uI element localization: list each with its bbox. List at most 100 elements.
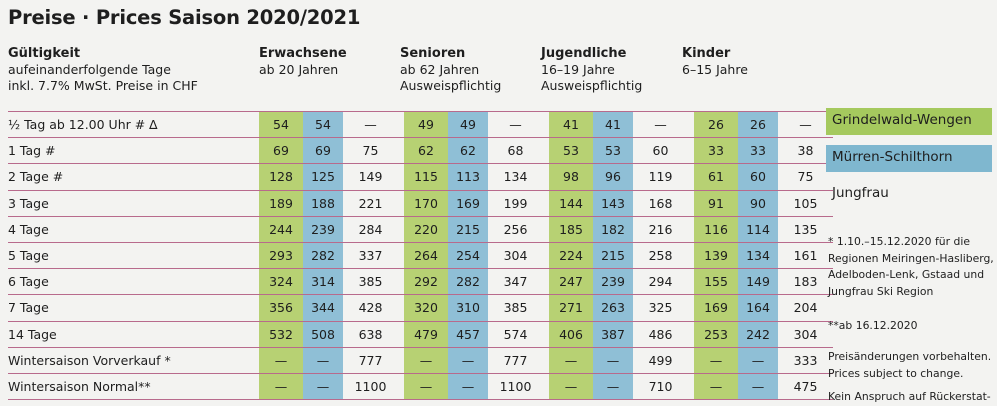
note-price-changes: Preisänderungen vorbehalten. Prices subj… [828,350,992,380]
price-table-body: ½ Tag ab 12.00 Uhr # ∆ 54 54—49 49—41 41—26 2… [8,110,833,401]
header-seniors-line1: ab 62 Jahren [400,62,480,77]
price-cell: 68 [488,137,543,165]
column-gap [398,190,404,217]
price-cell: 292 [404,268,448,296]
column-gap [543,294,549,322]
price-cell: 75 [778,163,833,191]
price-cell: 254 [448,242,488,270]
column-gap [688,294,694,322]
row-label: Wintersaison Vorverkauf * [8,347,259,374]
column-gap [398,163,404,191]
price-cell: — [593,373,633,401]
price-cell: 638 [343,321,398,348]
header-seniors-title: Senioren [400,46,466,61]
price-cell: — [448,347,488,374]
price-cell: 310 [448,294,488,322]
price-cell: 134 [488,163,543,191]
price-cell: 508 [303,321,343,348]
column-gap [398,321,404,348]
price-cell: 33 [738,137,778,165]
note-no-refund: Kein Anspruch auf Rückerstat- [828,390,991,403]
price-cell: 125 [303,163,343,191]
price-cell: 168 [633,190,688,217]
price-cell: — [549,347,593,374]
price-cell: 258 [633,242,688,270]
row-label: 5 Tage [8,242,259,270]
header-adults-line1: ab 20 Jahren [259,62,339,77]
price-cell: — [694,373,738,401]
price-cell: 387 [593,321,633,348]
price-table: ½ Tag ab 12.00 Uhr # ∆ 54 54—49 49—41 41—26 2… [8,110,833,401]
price-cell: 41 [549,110,593,139]
price-cell: 54 [303,110,343,139]
price-cell: 149 [343,163,398,191]
price-cell: 114 [738,216,778,243]
price-cell: 244 [259,216,303,243]
price-cell: 96 [593,163,633,191]
price-cell: 128 [259,163,303,191]
price-cell: 215 [593,242,633,270]
table-row: 6 Tage 324 314 385 292 282 347 247 239 294 155 149 1… [8,268,833,296]
header-seniors-line2: Ausweispflichtig [400,78,502,93]
header-children-title: Kinder [682,46,731,61]
price-cell: 183 [778,268,833,296]
table-row: 2 Tage #128 125 149 115 113 134 98 96 119 61 60 75 [8,163,833,191]
price-cell: 169 [448,190,488,217]
price-cell: 479 [404,321,448,348]
price-cell: 475 [778,373,833,401]
price-cell: 60 [633,137,688,165]
column-gap [543,242,549,270]
column-gap [398,294,404,322]
price-cell: 116 [694,216,738,243]
column-gap [543,347,549,374]
row-label: 1 Tag # [8,137,259,165]
price-cell: — [593,347,633,374]
price-cell: 161 [778,242,833,270]
column-gap [688,268,694,296]
header-validity-line1: aufeinanderfolgende Tage [8,62,171,77]
row-label: 4 Tage [8,216,259,243]
price-cell: 428 [343,294,398,322]
column-gap [543,163,549,191]
column-gap [398,110,404,139]
column-gap [688,242,694,270]
price-cell: 486 [633,321,688,348]
price-cell: 185 [549,216,593,243]
price-cell: 282 [303,242,343,270]
price-cell: 119 [633,163,688,191]
column-gap [543,190,549,217]
price-cell: 337 [343,242,398,270]
price-cell: 385 [343,268,398,296]
price-cell: 264 [404,242,448,270]
table-row: 14 Tage 532 508 638 479 457 574 406 387 486 253 242… [8,321,833,348]
legend-muerren-schilthorn: Mürren-Schilthorn [826,145,992,172]
price-cell: — [404,347,448,374]
price-cell: 457 [448,321,488,348]
header-youth: Jugendliche 16–19 Jahre Ausweispflichtig [541,45,642,94]
price-cell: 304 [488,242,543,270]
price-cell: 532 [259,321,303,348]
price-cell: 69 [303,137,343,165]
price-cell: 347 [488,268,543,296]
price-cell: 242 [738,321,778,348]
header-youth-line1: 16–19 Jahre [541,62,615,77]
price-cell: 164 [738,294,778,322]
column-gap [543,216,549,243]
price-cell: 320 [404,294,448,322]
price-cell: 406 [549,321,593,348]
price-cell: 385 [488,294,543,322]
price-cell: 91 [694,190,738,217]
price-cell: 139 [694,242,738,270]
price-cell: 325 [633,294,688,322]
price-cell: 293 [259,242,303,270]
row-label: 3 Tage [8,190,259,217]
price-cell: — [633,110,688,139]
price-cell: 253 [694,321,738,348]
column-gap [688,137,694,165]
price-cell: 574 [488,321,543,348]
price-cell: 284 [343,216,398,243]
price-cell: 134 [738,242,778,270]
price-cell: 26 [694,110,738,139]
price-cell: 188 [303,190,343,217]
legend-grindelwald-wengen: Grindelwald-Wengen [826,108,992,135]
